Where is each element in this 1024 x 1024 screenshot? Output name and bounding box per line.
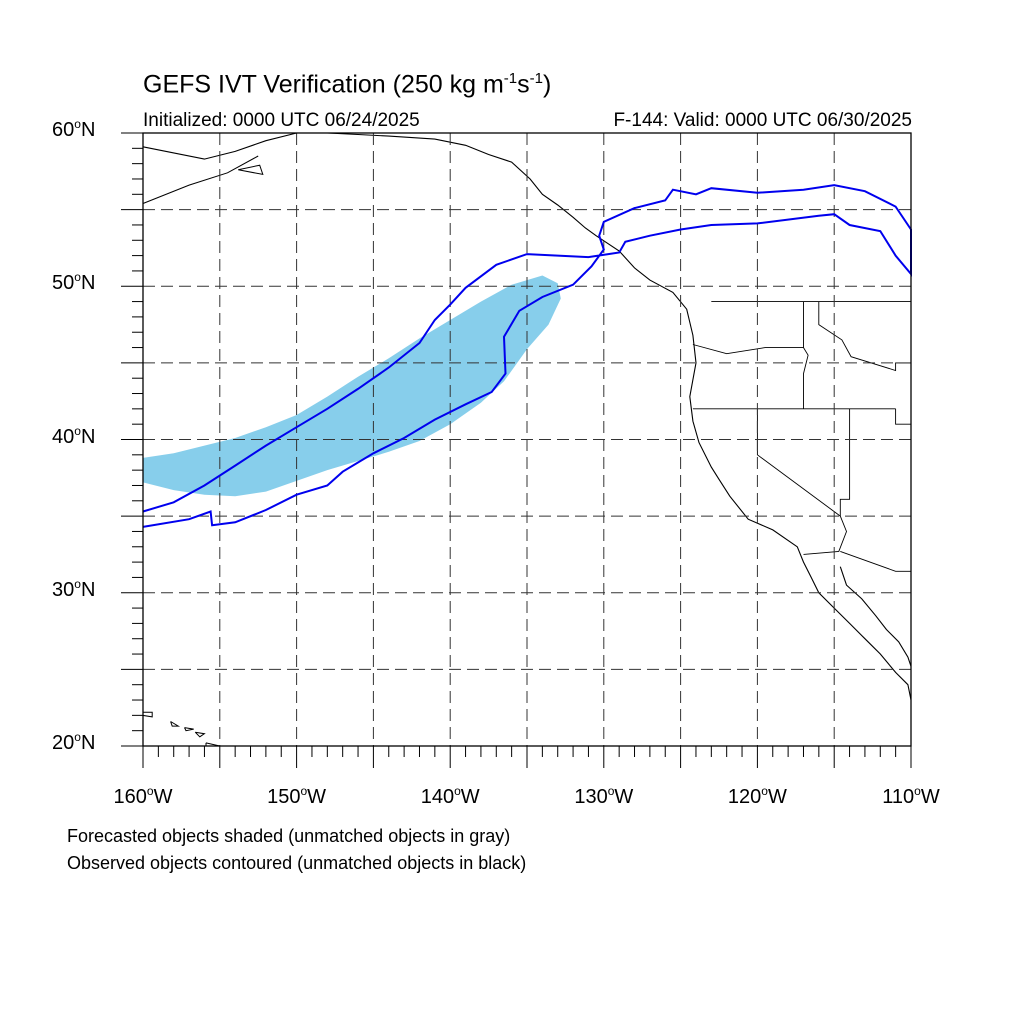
lon-tick-label-part: 150 <box>267 786 301 808</box>
lat-tick-label-part: o <box>74 423 81 438</box>
lat-tick-label: 20oN <box>52 730 96 755</box>
lon-tick-label-part: o <box>300 784 308 798</box>
lat-tick-label: 30oN <box>52 576 96 602</box>
state-border-8 <box>895 408 911 425</box>
lat-tick-label-part: N <box>80 732 96 754</box>
hawaii-island-2 <box>184 727 194 732</box>
state-border-5 <box>803 301 809 409</box>
coastline-north-america <box>142 132 912 701</box>
lon-tick-label-part: o <box>607 784 615 798</box>
lat-tick-label-part: 60 <box>52 119 75 141</box>
lon-tick-label-part: 130 <box>574 786 608 808</box>
lat-tick-label-part: o <box>74 730 81 744</box>
lat-tick-label: 40oN <box>52 423 96 449</box>
hawaii-island-1 <box>170 721 181 727</box>
chart-title: GEFS IVT Verification (250 kg m-1s-1) <box>143 70 551 99</box>
lat-tick-label-part: 30 <box>52 578 75 601</box>
state-border-2 <box>756 408 841 517</box>
valid-time-label: F-144: Valid: 0000 UTC 06/30/2025 <box>613 110 912 131</box>
lat-tick-label: 60oN <box>52 117 96 142</box>
lat-tick-label: 50oN <box>52 270 96 295</box>
lon-tick-label: 130oW <box>574 784 634 809</box>
state-border-7 <box>839 408 851 517</box>
lat-tick-label-part: N <box>80 425 96 448</box>
lon-tick-label-part: W <box>767 786 787 808</box>
lon-tick-label-part: W <box>614 786 634 808</box>
graticule-layer <box>143 133 911 746</box>
lon-tick-label-part: 140 <box>420 786 455 808</box>
lon-tick-label-part: W <box>153 786 173 808</box>
forecast-objects-layer <box>143 275 561 497</box>
alaska-coast-0 <box>142 155 259 204</box>
lon-tick-label-part: o <box>914 784 921 798</box>
lat-tick-label-part: N <box>80 272 96 295</box>
caption-observed: Observed objects contoured (unmatched ob… <box>67 853 527 873</box>
axis-ticks-layer <box>121 132 912 768</box>
lon-tick-label-part: W <box>920 786 940 808</box>
observed-object-contour <box>142 184 912 528</box>
lat-tick-label-part: o <box>74 270 81 285</box>
caption-forecast: Forecasted objects shaded (unmatched obj… <box>67 826 511 846</box>
lon-tick-label-part: 120 <box>727 786 762 808</box>
lon-tick-label: 150oW <box>267 784 327 809</box>
initialized-label: Initialized: 0000 UTC 06/24/2025 <box>143 110 420 131</box>
lat-tick-label-part: 50 <box>52 272 75 295</box>
chart-title-main: GEFS IVT Verification (250 kg m <box>143 70 504 99</box>
lat-tick-label-part: o <box>74 576 81 591</box>
lon-tick-label: 160oW <box>113 784 173 809</box>
lat-tick-label-part: o <box>74 117 81 131</box>
forecast-object-shaded <box>143 275 561 497</box>
lon-tick-label: 140oW <box>420 784 480 809</box>
lon-tick-label: 110oW <box>882 784 940 809</box>
alaska-coast-1 <box>238 164 264 176</box>
lon-tick-label-part: W <box>307 786 327 808</box>
state-border-4 <box>840 550 911 572</box>
state-border-9 <box>818 301 911 372</box>
lon-tick-label: 120oW <box>727 784 787 809</box>
lon-tick-label-part: 160 <box>113 786 147 808</box>
hawaii-island-3 <box>194 731 206 738</box>
chart-title-unit-s: s <box>517 70 530 99</box>
lon-tick-label-part: o <box>146 784 154 798</box>
lon-tick-label-part: 110 <box>882 786 915 808</box>
chart-title-exponent-1: -1 <box>503 70 518 87</box>
state-border-3 <box>803 515 847 555</box>
lat-tick-label-part: 40 <box>52 425 75 448</box>
observed-objects-layer <box>142 184 912 528</box>
chart-title-end: ) <box>542 70 552 99</box>
lat-tick-label-part: N <box>80 119 96 141</box>
state-border-0 <box>692 344 804 355</box>
coastline-gulf-of-california <box>839 566 912 667</box>
lat-tick-label-part: N <box>80 578 96 601</box>
lat-tick-label-part: 20 <box>52 732 75 754</box>
lon-tick-label-part: o <box>454 784 461 798</box>
lon-tick-label-part: o <box>761 784 768 798</box>
hawaii-island-0 <box>142 711 153 718</box>
lon-tick-label-part: W <box>460 786 480 808</box>
chart-title-exponent-2: -1 <box>529 70 543 87</box>
